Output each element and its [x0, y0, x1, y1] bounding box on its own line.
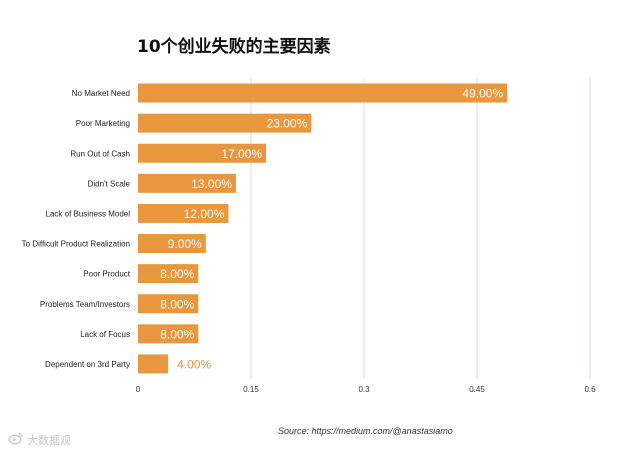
- source-note: Source: https://medium.com/@anastasiamo: [278, 426, 453, 436]
- watermark: 大数据观: [8, 430, 71, 449]
- category-labels: No Market Need Poor Marketing Run Out of C…: [22, 89, 131, 369]
- bar: [138, 294, 199, 314]
- category-label: Problems Team/Investors: [40, 300, 130, 309]
- x-tick-label: 0.3: [358, 385, 370, 394]
- bar: [138, 234, 206, 254]
- weibo-icon: [8, 430, 24, 449]
- category-label: Dependent on 3rd Party: [45, 360, 130, 369]
- bar: [138, 324, 199, 344]
- x-tick-label: 0.15: [243, 385, 259, 394]
- x-tick-label: 0.6: [584, 385, 596, 394]
- bar: [138, 113, 312, 133]
- category-label: Lack of Focus: [80, 330, 130, 339]
- bar: [138, 173, 236, 193]
- data-label: 23.00%: [267, 117, 308, 131]
- bar: [138, 354, 169, 374]
- bars: [138, 83, 508, 374]
- category-label: Poor Marketing: [76, 119, 130, 128]
- data-label: 8.00%: [160, 267, 194, 281]
- data-label: 9.00%: [168, 237, 202, 251]
- category-label: Poor Product: [83, 270, 130, 279]
- category-label: No Market Need: [72, 89, 130, 98]
- bar: [138, 264, 199, 284]
- watermark-text: 大数据观: [27, 433, 71, 447]
- category-label: Didn't Scale: [88, 179, 131, 188]
- x-tick-label: 0: [136, 385, 141, 394]
- data-label: 4.00%: [177, 357, 211, 371]
- data-label: 13.00%: [191, 177, 232, 191]
- category-label: To Difficult Product Realization: [22, 240, 130, 249]
- x-tick-label: 0.45: [469, 385, 485, 394]
- data-label: 12.00%: [184, 207, 225, 221]
- x-axis-tick-labels: 0 0.15 0.3 0.45 0.6: [136, 385, 596, 394]
- data-label: 49.00%: [462, 87, 503, 101]
- data-labels: 49.00% 23.00% 17.00% 13.00% 12.00% 9.00% 8.00%…: [160, 87, 503, 372]
- data-label: 17.00%: [221, 147, 262, 161]
- bar: [138, 83, 508, 103]
- category-label: Run Out of Cash: [70, 149, 130, 158]
- bar: [138, 143, 267, 163]
- data-label: 8.00%: [160, 327, 194, 341]
- data-label: 8.00%: [160, 297, 194, 311]
- category-label: Lack of Business Model: [46, 209, 131, 218]
- chart-title: 10个创业失败的主要因素: [137, 37, 331, 57]
- bar: [138, 203, 229, 223]
